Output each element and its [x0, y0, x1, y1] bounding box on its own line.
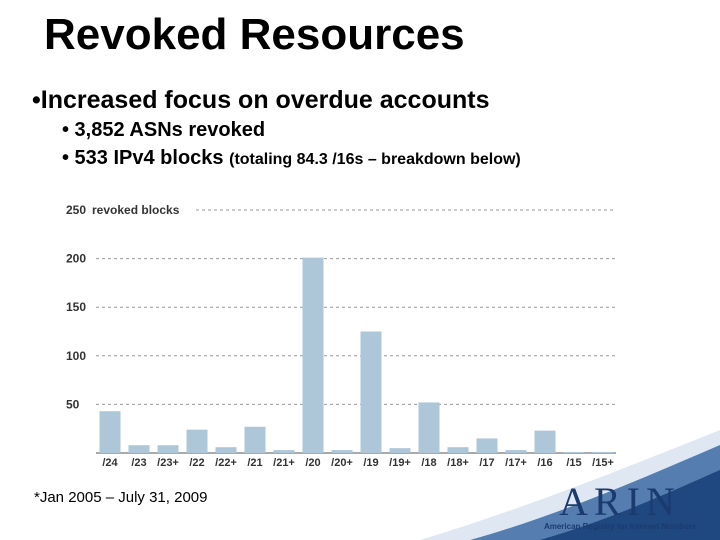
x-tick-label: /21+ — [273, 457, 295, 469]
bar-slash-18 — [418, 402, 440, 453]
x-tick-label: /18 — [421, 457, 436, 469]
x-tick-label: /15+ — [592, 457, 614, 469]
bullet-asns-revoked: • 3,852 ASNs revoked — [62, 119, 266, 141]
bar-slash-23-plus — [157, 445, 179, 453]
arin-logo: ARIN American Registry for Internet Numb… — [540, 479, 700, 531]
x-tick-label: /15 — [566, 457, 581, 469]
x-tick-label: /17+ — [505, 457, 527, 469]
x-tick-label: /23+ — [157, 457, 179, 469]
bullet-ipv4-blocks: • 533 IPv4 blocks (totaling 84.3 /16s – … — [62, 147, 521, 170]
x-tick-label: /20+ — [331, 457, 353, 469]
bar-slash-17-plus — [505, 450, 527, 453]
x-tick-label: /24 — [102, 457, 118, 469]
bar-slash-21 — [244, 426, 266, 453]
y-axis-label: revoked blocks — [92, 203, 180, 217]
x-tick-label: /19+ — [389, 457, 411, 469]
x-tick-label: /20 — [305, 457, 320, 469]
x-tick-label: /17 — [479, 457, 494, 469]
bar-slash-22-plus — [215, 447, 237, 453]
slide-title: Revoked Resources — [44, 10, 465, 59]
x-tick-label: /21 — [247, 457, 262, 469]
arin-logo-text: ARIN — [559, 479, 681, 524]
bar-slash-19-plus — [389, 448, 411, 453]
bar-slash-20-plus — [331, 450, 353, 453]
arin-logo-tagline: American Registry for Internet Numbers — [543, 522, 697, 531]
bar-slash-20 — [302, 257, 324, 453]
bar-slash-24 — [99, 411, 121, 453]
bar-slash-22 — [186, 429, 208, 453]
footnote-date-range: *Jan 2005 – July 31, 2009 — [34, 489, 208, 506]
bar-slash-19 — [360, 331, 382, 453]
bar-slash-23 — [128, 445, 150, 453]
bar-slash-15 — [563, 452, 585, 453]
bar-slash-15-plus — [592, 452, 614, 453]
bullet-ipv4-note: (totaling 84.3 /16s – breakdown below) — [229, 151, 521, 168]
x-tick-label: /22 — [189, 457, 204, 469]
x-tick-label: /19 — [363, 457, 378, 469]
y-tick-label-250: 250 — [66, 203, 86, 217]
x-tick-label: /22+ — [215, 457, 237, 469]
bullet-ipv4-main: • 533 IPv4 blocks — [62, 147, 230, 169]
x-tick-label: /23 — [131, 457, 146, 469]
x-tick-label: /18+ — [447, 457, 469, 469]
x-tick-label: /16 — [537, 457, 552, 469]
bar-slash-16 — [534, 430, 556, 453]
y-tick-label-50: 50 — [66, 397, 80, 411]
bar-slash-18-plus — [447, 447, 469, 453]
bar-slash-17 — [476, 438, 498, 453]
bullet-overdue-accounts: •Increased focus on overdue accounts — [32, 86, 490, 114]
bar-slash-21-plus — [273, 450, 295, 453]
y-tick-label-200: 200 — [66, 252, 86, 266]
y-tick-label-100: 100 — [66, 349, 86, 363]
y-tick-label-150: 150 — [66, 300, 86, 314]
